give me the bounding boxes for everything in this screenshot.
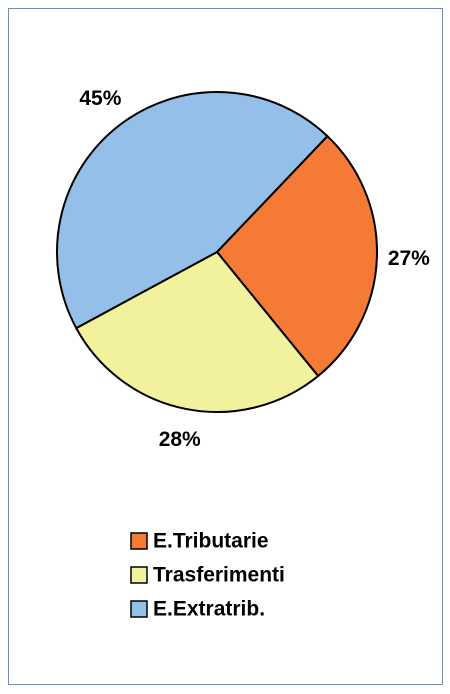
legend-label: E.Extratrib. (153, 598, 265, 621)
legend-swatch (130, 600, 148, 618)
legend-swatch (130, 532, 148, 550)
data-label: 28% (159, 428, 201, 451)
pie-slice (215, 134, 378, 378)
pie-slice (74, 250, 320, 413)
data-label: 27% (388, 247, 430, 270)
legend-label: Trasferimenti (153, 564, 285, 587)
legend-swatch (130, 566, 148, 584)
data-label: 45% (79, 87, 121, 110)
legend-label: E.Tributarie (153, 530, 269, 553)
pie-slice (56, 91, 329, 330)
